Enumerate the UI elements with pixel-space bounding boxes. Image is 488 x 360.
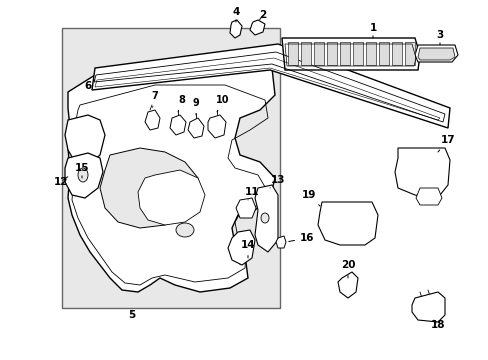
Polygon shape — [275, 236, 285, 248]
Text: 2: 2 — [259, 10, 266, 20]
Polygon shape — [339, 42, 349, 65]
Polygon shape — [411, 292, 444, 322]
Text: 6: 6 — [84, 80, 95, 91]
Polygon shape — [394, 148, 449, 198]
Polygon shape — [65, 115, 105, 165]
Text: 5: 5 — [128, 310, 135, 320]
Bar — [62, 28, 280, 308]
Polygon shape — [415, 188, 441, 205]
Polygon shape — [68, 68, 274, 292]
Polygon shape — [301, 42, 310, 65]
Text: 11: 11 — [244, 187, 259, 200]
Text: 9: 9 — [192, 98, 199, 115]
Polygon shape — [417, 48, 454, 60]
Polygon shape — [313, 42, 324, 65]
Polygon shape — [138, 170, 204, 225]
Text: 20: 20 — [340, 260, 354, 278]
Polygon shape — [236, 198, 256, 218]
Polygon shape — [187, 118, 203, 138]
Polygon shape — [282, 38, 419, 70]
Polygon shape — [100, 148, 198, 228]
Text: 1: 1 — [368, 23, 376, 38]
Text: 16: 16 — [288, 233, 314, 243]
Polygon shape — [227, 230, 254, 265]
Text: 15: 15 — [75, 163, 89, 178]
Polygon shape — [365, 42, 375, 65]
Ellipse shape — [78, 168, 88, 182]
Polygon shape — [145, 110, 160, 130]
Polygon shape — [378, 42, 388, 65]
Polygon shape — [317, 202, 377, 245]
Ellipse shape — [261, 213, 268, 223]
Polygon shape — [326, 42, 336, 65]
Text: 12: 12 — [53, 177, 68, 187]
Text: 3: 3 — [435, 30, 443, 45]
Text: 18: 18 — [430, 320, 445, 330]
Polygon shape — [254, 185, 278, 252]
Text: 17: 17 — [437, 135, 454, 152]
Polygon shape — [229, 20, 242, 38]
Ellipse shape — [176, 223, 194, 237]
Polygon shape — [391, 42, 401, 65]
Polygon shape — [337, 272, 357, 298]
Polygon shape — [170, 115, 185, 135]
Polygon shape — [414, 45, 457, 62]
Polygon shape — [65, 153, 103, 198]
Text: 10: 10 — [216, 95, 229, 112]
Polygon shape — [352, 42, 362, 65]
Text: 13: 13 — [269, 175, 285, 188]
Text: 4: 4 — [232, 7, 239, 22]
Polygon shape — [92, 44, 449, 128]
Polygon shape — [249, 20, 264, 35]
Text: 8: 8 — [178, 95, 185, 112]
Text: 19: 19 — [301, 190, 319, 206]
Polygon shape — [207, 115, 225, 138]
Polygon shape — [404, 42, 414, 65]
Text: 7: 7 — [151, 91, 158, 107]
Text: 14: 14 — [240, 240, 255, 258]
Polygon shape — [287, 42, 297, 65]
